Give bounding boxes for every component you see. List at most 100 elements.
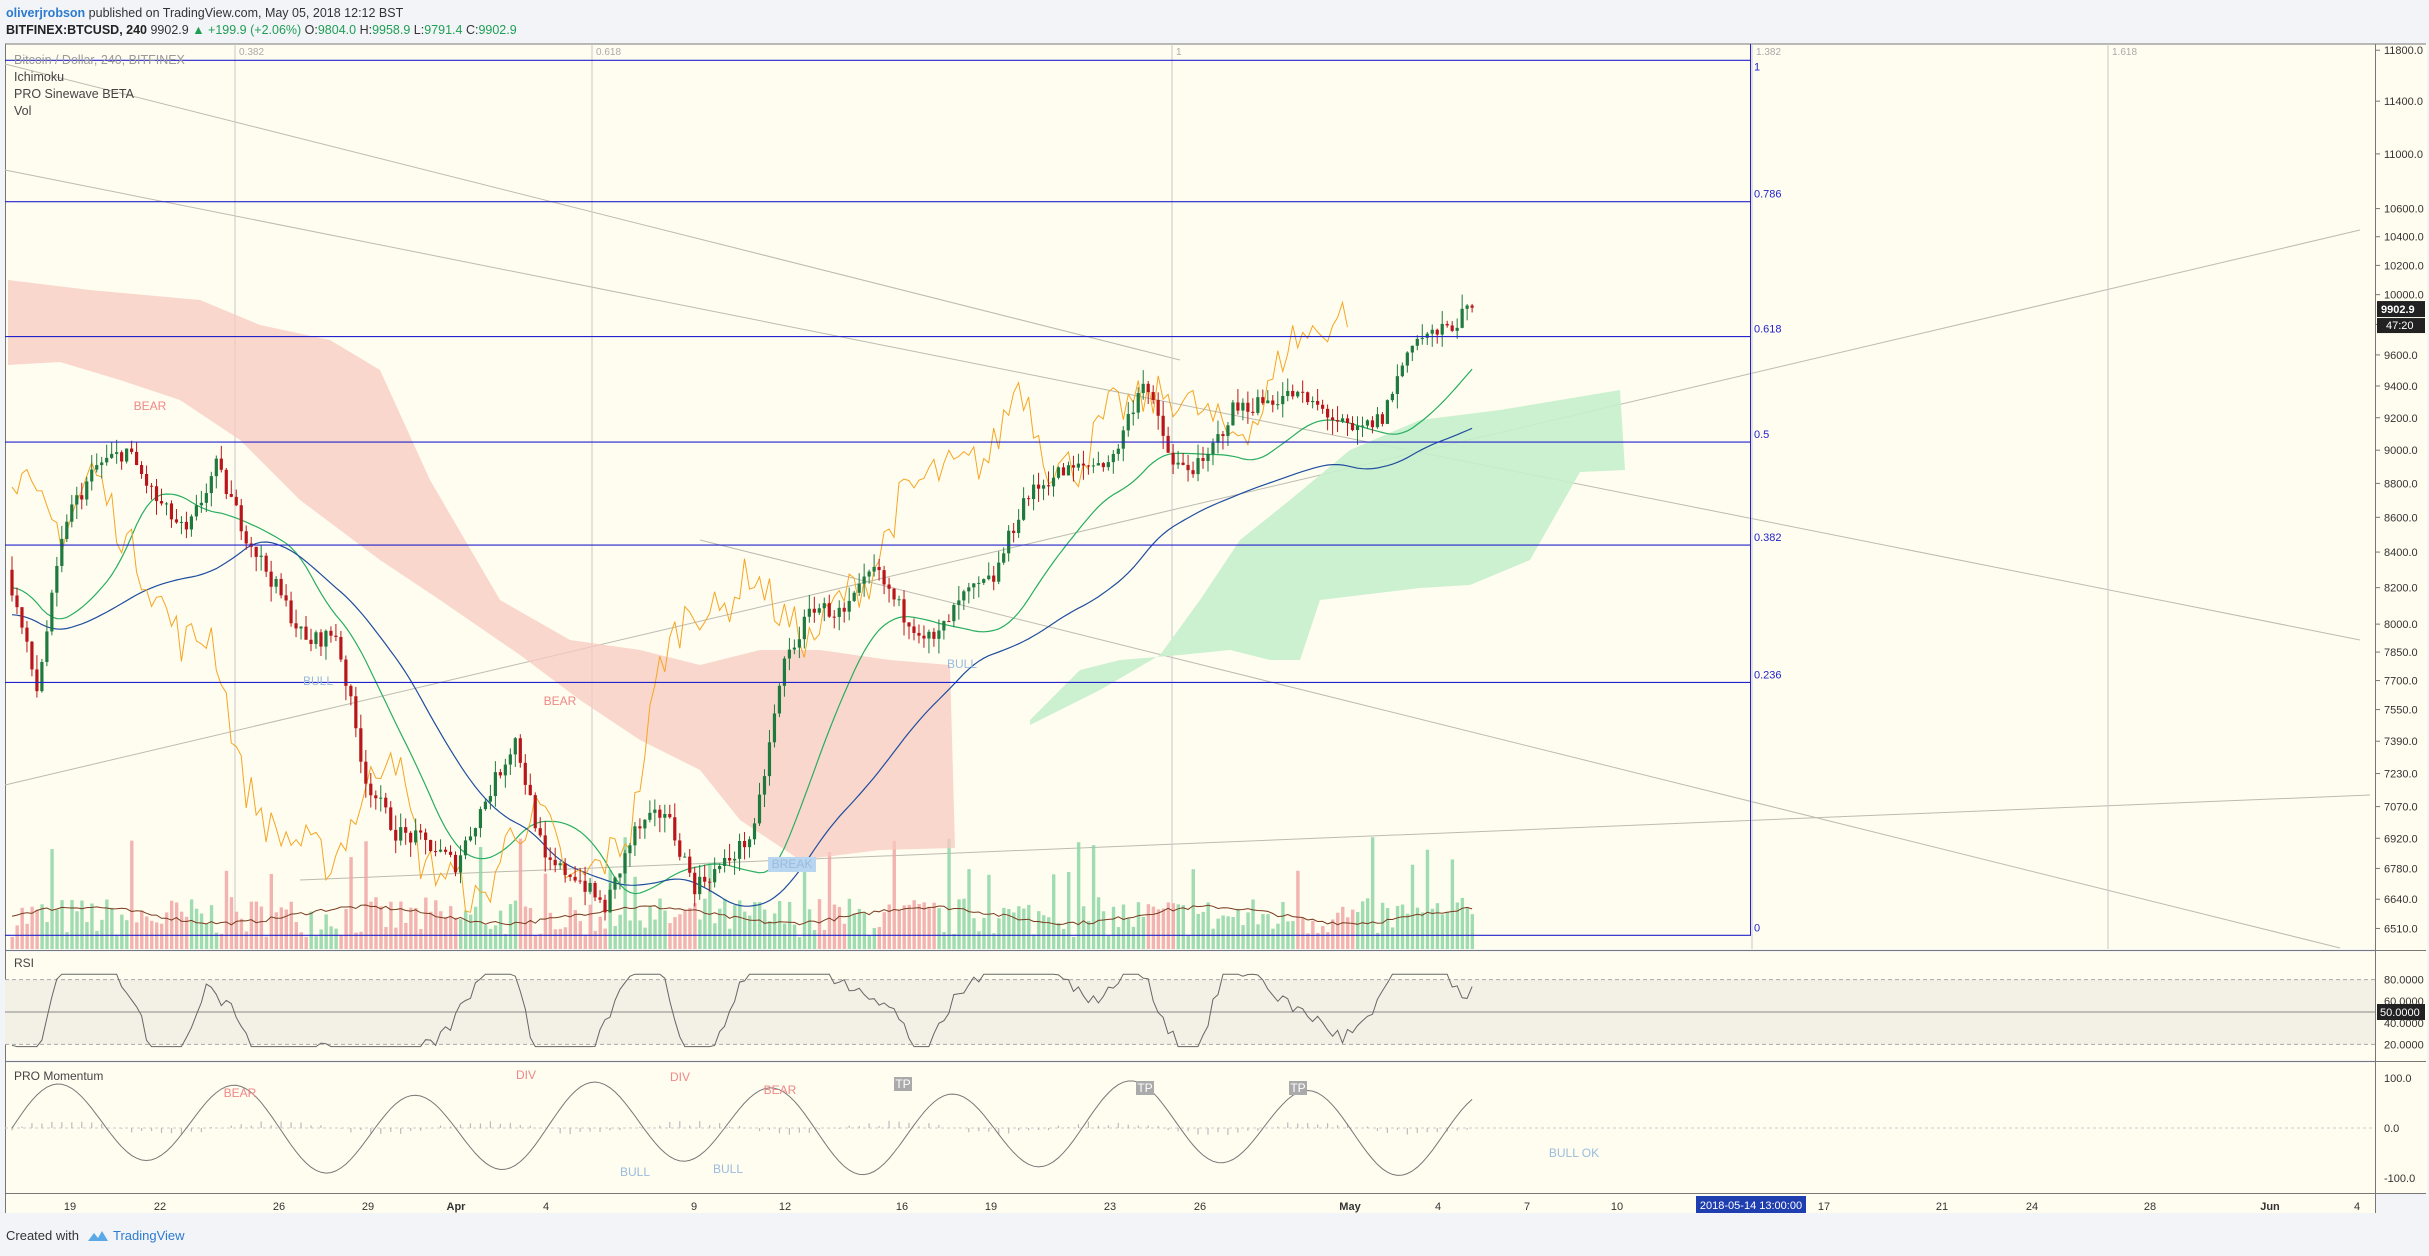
candle-bull (643, 819, 647, 829)
candle-bear (1027, 498, 1031, 500)
volume-bar (174, 902, 179, 949)
volume-bar (60, 900, 64, 949)
price-axis[interactable] (2375, 44, 2427, 1194)
candle-bull (977, 582, 981, 584)
volume-bar (1470, 914, 1475, 949)
candle-bull (473, 828, 478, 837)
volume-bar (1430, 908, 1435, 949)
volume-bar (1266, 914, 1270, 949)
volume-bar (478, 846, 483, 949)
momentum-line (11, 1080, 1473, 1176)
tradingview-link[interactable]: TradingView (87, 1228, 185, 1243)
price-tick-label: 8800.0 (2384, 478, 2418, 490)
price-tick-label: 11800.0 (2384, 45, 2423, 57)
candle-bull (1226, 425, 1230, 437)
candle-bull (488, 796, 492, 802)
volume-bar (932, 902, 936, 949)
candle-bull (1091, 465, 1095, 467)
candle-bear (1071, 465, 1076, 468)
candle-bull (1281, 395, 1285, 405)
volume-bar (374, 897, 378, 949)
candle-bear (598, 897, 602, 900)
candle-bull (90, 469, 94, 482)
symbol-label[interactable]: BITFINEX:BTCUSD, 240 (6, 23, 147, 37)
volume-bar (772, 913, 777, 949)
volume-bar (573, 910, 578, 949)
legend-volume[interactable]: Vol (14, 104, 32, 118)
momentum-annotation: DIV (670, 1070, 690, 1084)
candle-bull (194, 505, 198, 517)
tp-label-bg (894, 1077, 912, 1091)
price-tick-label: 9400.0 (2384, 381, 2418, 393)
volume-bar (847, 898, 852, 949)
candle-bear (693, 872, 697, 895)
candle-bear (842, 607, 846, 612)
time-tick-label: 10 (1611, 1201, 1623, 1213)
volume-bar (1380, 902, 1385, 949)
tradingview-logo-icon (87, 1230, 108, 1241)
candle-bear (827, 603, 831, 617)
candle-bear (149, 485, 154, 487)
volume-bar (907, 904, 911, 949)
tradingview-brand: TradingView (112, 1228, 185, 1243)
volume-bar (1271, 928, 1275, 949)
volume-bar (902, 905, 906, 949)
series-title[interactable]: Bitcoin / Dollar, 240, BITFINEX (14, 53, 185, 67)
volume-bar (30, 906, 34, 949)
footer: Created with TradingView (6, 1228, 185, 1243)
price-tick-label: 7230.0 (2384, 769, 2418, 781)
volume-bar (449, 906, 453, 949)
volume-bar (568, 897, 573, 949)
legend-ichimoku[interactable]: Ichimoku (14, 70, 65, 84)
candle-bear (1201, 458, 1205, 461)
candle-bull (1017, 519, 1021, 534)
price-tick-label: 9000.0 (2384, 445, 2418, 457)
price-tick-label: 8400.0 (2384, 547, 2418, 559)
fib-time-label: 0.618 (596, 47, 621, 58)
candle-bull (1116, 448, 1120, 454)
author-link[interactable]: oliverjrobson (6, 6, 86, 20)
volume-bar (723, 898, 727, 949)
legend-sinewave[interactable]: PRO Sinewave BETA (14, 87, 134, 101)
volume-bar (1251, 899, 1255, 949)
volume-bar (937, 908, 941, 949)
time-cursor-badge[interactable] (1696, 1196, 1806, 1213)
candle-bear (374, 795, 378, 799)
price-tick-label: 8200.0 (2384, 583, 2418, 595)
candle-bull (483, 801, 488, 810)
volume-bar (399, 901, 403, 949)
candle-bear (1380, 414, 1385, 424)
candle-bull (60, 538, 64, 566)
candle-bull (663, 814, 667, 818)
volume-bar (169, 900, 174, 949)
volume-bar (1057, 922, 1061, 949)
candle-bull (399, 827, 403, 841)
volume-bar (927, 907, 931, 949)
volume-bar (693, 903, 697, 949)
volume-bar (1261, 914, 1265, 949)
volume-bar (987, 874, 991, 949)
candle-bear (1271, 400, 1275, 405)
volume-bar (603, 928, 607, 949)
candle-bear (1326, 408, 1330, 418)
candle-bull (1395, 376, 1399, 394)
volume-bar (807, 909, 812, 949)
volume-bar (349, 857, 353, 949)
volume-bar (688, 907, 692, 949)
candle-bear (1191, 470, 1195, 475)
candle-bull (1360, 425, 1365, 427)
candle-bull (1405, 352, 1409, 366)
candle-bear (329, 630, 333, 636)
volume-bar (678, 914, 682, 949)
candle-bear (339, 636, 343, 660)
candle-bull (199, 502, 203, 506)
volume-bar (543, 873, 548, 949)
volume-bar (1052, 874, 1056, 949)
volume-bar (1420, 912, 1425, 949)
candle-bear (139, 465, 144, 475)
candle-bear (1301, 391, 1305, 393)
volume-bar (1176, 904, 1180, 949)
time-axis[interactable] (5, 1193, 2375, 1213)
